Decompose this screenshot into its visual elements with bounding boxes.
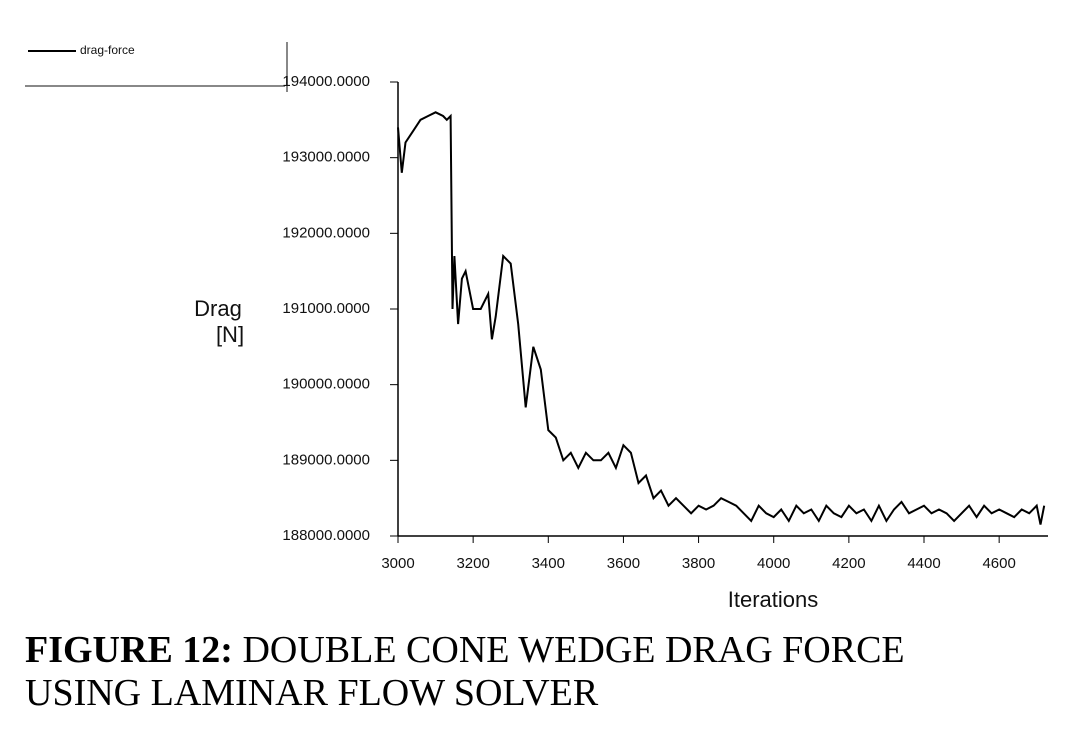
data-line [397, 111, 1046, 525]
x-tick-label: 3800 [682, 555, 715, 572]
x-tick-label: 4600 [982, 555, 1015, 572]
y-axis-label: Drag [194, 296, 242, 321]
caption-label: FIGURE 12: [25, 629, 233, 671]
caption-text: DOUBLE CONE WEDGE DRAG FORCE [242, 629, 905, 671]
y-tick-label: 191000.0000 [282, 300, 370, 317]
caption: FIGURE 12: DOUBLE CONE WEDGE DRAG FORCE [25, 628, 905, 672]
chart: Iterations Drag [N] 188000.0000 189000.00… [25, 42, 1048, 612]
y-tick-label: 189000.0000 [282, 451, 370, 468]
x-tick-label: 4400 [907, 555, 940, 572]
caption-text: USING LAMINAR FLOW SOLVER [25, 672, 599, 714]
y-tick-label: 188000.0000 [282, 527, 370, 544]
caption: USING LAMINAR FLOW SOLVER [25, 671, 598, 715]
y-tick-label: 194000.0000 [282, 73, 370, 90]
x-axis-label: Iterations [728, 587, 819, 612]
y-axis-label: [N] [216, 322, 244, 347]
x-tick-label: 4200 [832, 555, 865, 572]
y-tick-label: 190000.0000 [282, 376, 370, 393]
legend-label: drag-force [80, 43, 135, 57]
x-tick-label: 3000 [381, 555, 414, 572]
x-tick-label: 3200 [456, 555, 489, 572]
y-tick-label: 192000.0000 [282, 224, 370, 241]
x-tick-label: 3600 [607, 555, 640, 572]
x-tick-label: 3400 [532, 555, 565, 572]
x-tick-label: 4000 [757, 555, 790, 572]
y-tick-label: 193000.0000 [282, 149, 370, 166]
